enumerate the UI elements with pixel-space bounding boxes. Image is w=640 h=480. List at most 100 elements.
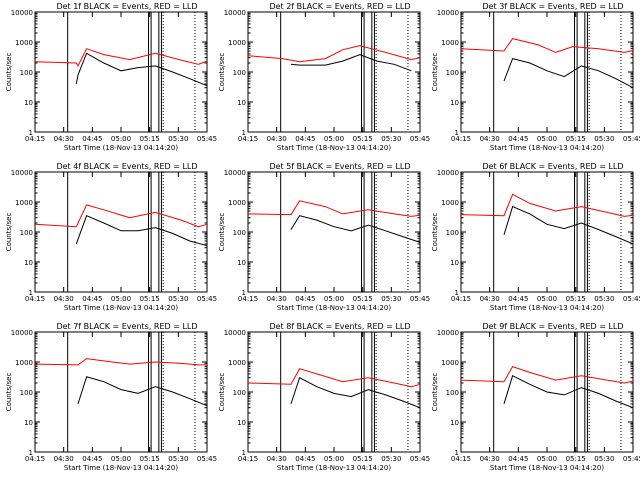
y-axis-label: Counts/sec	[431, 373, 439, 412]
x-tick-label: 04:45	[508, 135, 528, 143]
x-axis-label: Start Time (18-Nov-13 04:14:20)	[64, 464, 178, 472]
plot-frame	[247, 331, 421, 453]
x-tick-label: 05:45	[623, 295, 640, 303]
y-axis-label: Counts/sec	[218, 213, 226, 252]
x-axis-label: Start Time (18-Nov-13 04:14:20)	[277, 144, 391, 152]
y-tick-label: 100	[20, 69, 33, 77]
x-tick-label: 05:00	[111, 135, 131, 143]
y-tick-label: 100	[20, 389, 33, 397]
x-tick-label: 05:15	[353, 295, 373, 303]
events-series-line	[290, 215, 421, 243]
chart-title: Det 7f BLACK = Events, RED = LLD	[56, 322, 197, 331]
y-axis-label: Counts/sec	[218, 53, 226, 92]
y-axis-label: Counts/sec	[218, 373, 226, 412]
chart-panel: Det 4f BLACK = Events, RED = LLD 1 10 100 10…	[5, 162, 217, 312]
chart-panel: Det 7f BLACK = Events, RED = LLD 1 10 100 10…	[5, 322, 217, 472]
y-tick-label: 1	[29, 289, 33, 297]
lld-series-line	[247, 200, 421, 217]
y-tick-label: 1	[242, 449, 246, 457]
chart-title: Det 9f BLACK = Events, RED = LLD	[482, 322, 623, 331]
events-series-line	[290, 54, 412, 72]
x-tick-label: 04:15	[25, 295, 45, 303]
x-axis-label: Start Time (18-Nov-13 04:14:20)	[490, 304, 604, 312]
y-tick-label: 1000	[228, 199, 246, 207]
y-tick-label: 1	[242, 289, 246, 297]
events-series-line	[75, 215, 208, 247]
events-series-line	[503, 58, 634, 89]
x-tick-label: 04:15	[451, 455, 471, 463]
x-tick-label: 04:30	[54, 295, 74, 303]
y-tick-label: 100	[446, 69, 459, 77]
y-tick-label: 1000	[15, 359, 33, 367]
lld-series-line	[34, 358, 207, 366]
x-tick-label: 05:30	[594, 295, 614, 303]
x-tick-label: 04:15	[451, 135, 471, 143]
y-tick-label: 1	[455, 289, 459, 297]
y-tick-label: 1000	[228, 39, 246, 47]
y-tick-label: 1	[455, 449, 459, 457]
x-tick-label: 05:30	[381, 135, 401, 143]
y-tick-label: 10	[450, 259, 459, 267]
x-tick-label: 05:00	[537, 295, 557, 303]
x-tick-label: 04:45	[508, 455, 528, 463]
x-tick-label: 05:45	[197, 135, 217, 143]
y-tick-label: 100	[446, 229, 459, 237]
x-tick-label: 05:30	[594, 455, 614, 463]
events-series-line	[75, 52, 208, 87]
y-tick-label: 10	[237, 419, 246, 427]
chart-title: Det 6f BLACK = Events, RED = LLD	[482, 162, 623, 171]
x-tick-label: 05:15	[140, 135, 160, 143]
plot-frame	[34, 11, 208, 133]
y-tick-label: 10	[24, 99, 33, 107]
lld-series-line	[247, 368, 421, 388]
chart-panel: Det 5f BLACK = Events, RED = LLD 1 10 100 10…	[218, 162, 430, 312]
x-tick-label: 05:45	[197, 295, 217, 303]
y-axis-label: Counts/sec	[431, 213, 439, 252]
y-tick-label: 1000	[228, 359, 246, 367]
y-axis-label: Counts/sec	[5, 53, 13, 92]
x-axis-label: Start Time (18-Nov-13 04:14:20)	[490, 144, 604, 152]
x-tick-label: 05:00	[324, 135, 344, 143]
x-tick-label: 05:30	[168, 295, 188, 303]
x-tick-label: 05:15	[140, 455, 160, 463]
x-tick-label: 04:45	[295, 135, 315, 143]
x-tick-label: 05:45	[410, 135, 430, 143]
events-series-line	[503, 205, 634, 245]
plot-frame	[247, 11, 421, 133]
y-tick-label: 100	[20, 229, 33, 237]
x-tick-label: 05:30	[381, 295, 401, 303]
x-tick-label: 05:00	[537, 455, 557, 463]
x-tick-label: 05:45	[623, 455, 640, 463]
x-tick-label: 05:15	[353, 455, 373, 463]
y-tick-label: 1000	[441, 359, 459, 367]
x-tick-label: 04:45	[82, 455, 102, 463]
y-tick-label: 10000	[437, 9, 459, 17]
y-tick-label: 1000	[15, 39, 33, 47]
y-tick-label: 1000	[441, 199, 459, 207]
x-tick-label: 05:15	[140, 295, 160, 303]
x-tick-label: 05:45	[623, 135, 640, 143]
y-axis-label: Counts/sec	[5, 213, 13, 252]
x-axis-label: Start Time (18-Nov-13 04:14:20)	[64, 304, 178, 312]
x-axis-label: Start Time (18-Nov-13 04:14:20)	[277, 464, 391, 472]
x-tick-label: 04:45	[82, 295, 102, 303]
lld-series-line	[247, 45, 421, 63]
plot-frame	[460, 11, 634, 133]
x-tick-label: 05:15	[566, 135, 586, 143]
y-tick-label: 10000	[437, 169, 459, 177]
x-tick-label: 05:30	[168, 455, 188, 463]
x-tick-label: 05:00	[111, 295, 131, 303]
lld-series-line	[460, 38, 634, 53]
y-tick-label: 10	[450, 419, 459, 427]
x-tick-label: 05:30	[381, 455, 401, 463]
x-tick-label: 04:30	[54, 455, 74, 463]
y-tick-label: 10000	[11, 169, 33, 177]
x-tick-label: 04:15	[238, 135, 258, 143]
chart-title: Det 5f BLACK = Events, RED = LLD	[269, 162, 410, 171]
chart-title: Det 8f BLACK = Events, RED = LLD	[269, 322, 410, 331]
x-tick-label: 04:15	[238, 295, 258, 303]
plot-frame	[247, 171, 421, 293]
y-tick-label: 10000	[11, 329, 33, 337]
events-series-line	[290, 376, 421, 409]
y-tick-label: 1	[29, 129, 33, 137]
